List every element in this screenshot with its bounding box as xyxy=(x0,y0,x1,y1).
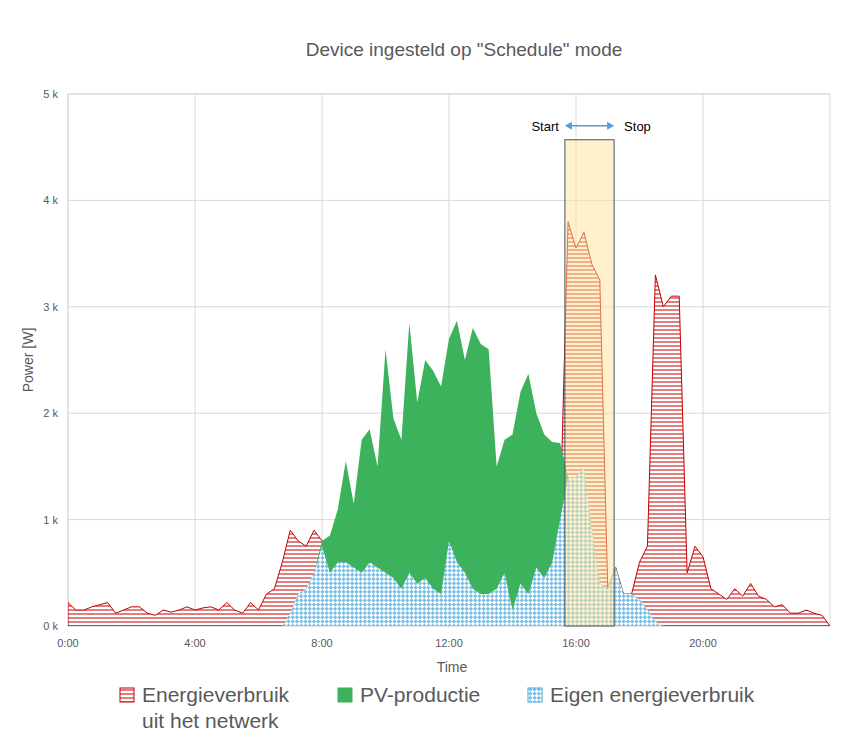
annotation: Start Stop xyxy=(531,119,650,626)
y-tick-label: 5 k xyxy=(43,88,58,100)
legend: Energieverbruik uit het netwerk PV-product… xyxy=(120,683,755,732)
series-area xyxy=(68,469,830,626)
y-tick-label: 2 k xyxy=(43,407,58,419)
legend-swatch xyxy=(338,688,352,702)
arrow-line xyxy=(571,125,608,127)
arrow-head xyxy=(607,122,614,130)
legend-swatch xyxy=(528,688,542,702)
x-tick-label: 12:00 xyxy=(435,637,463,649)
y-tick-label: 4 k xyxy=(43,194,58,206)
x-tick-label: 4:00 xyxy=(184,637,205,649)
arrow-head xyxy=(565,122,572,130)
grid xyxy=(68,94,830,626)
chart: Device ingesteld op "Schedule" mode Start… xyxy=(0,0,861,754)
legend-label: PV-productie xyxy=(360,683,480,706)
y-tick-label: 3 k xyxy=(43,301,58,313)
y-axis-title: Power [W] xyxy=(20,328,36,393)
x-tick-label: 20:00 xyxy=(689,637,717,649)
y-tick-label: 0 k xyxy=(43,620,58,632)
x-tick-label: 8:00 xyxy=(311,637,332,649)
series-area xyxy=(68,222,830,626)
plot-frame xyxy=(68,94,830,626)
legend-label: Eigen energieverbruik xyxy=(550,683,755,706)
y-tick-label: 1 k xyxy=(43,514,58,526)
legend-label-line: PV-productie xyxy=(360,683,480,706)
legend-label-line: Energieverbruik xyxy=(142,683,290,706)
grid-line-x xyxy=(195,94,196,626)
annotation-text: Stop xyxy=(624,119,651,134)
legend-label-line: Eigen energieverbruik xyxy=(550,683,755,706)
x-tick-label: 0:00 xyxy=(57,637,78,649)
legend-swatch xyxy=(120,688,134,702)
series-area xyxy=(68,321,830,626)
legend-label-line: uit het netwerk xyxy=(142,709,279,732)
x-tick-label: 16:00 xyxy=(562,637,590,649)
annotation-text: Start xyxy=(531,119,559,134)
title: Device ingesteld op "Schedule" mode xyxy=(306,39,623,60)
highlight-box xyxy=(565,140,614,626)
legend-label: Energieverbruik uit het netwerk xyxy=(142,683,290,732)
plot-area xyxy=(68,222,830,626)
axes: 0 k 1 k 2 k 3 k 4 k 5 k 0:00 4:00 8:00 12:00 16:00… xyxy=(20,88,717,675)
grid-line-x xyxy=(703,94,704,626)
x-axis-title: Time xyxy=(437,659,468,675)
